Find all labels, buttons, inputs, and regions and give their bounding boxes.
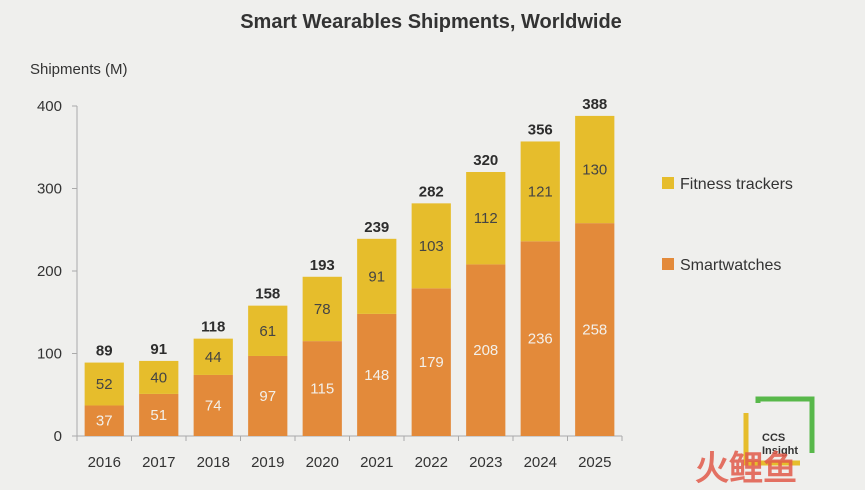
- legend: Fitness trackers Smartwatches: [662, 176, 793, 274]
- x-tick-label: 2021: [360, 454, 393, 471]
- x-tick-label: 2025: [578, 454, 611, 471]
- data-label-fitness-trackers: 121: [528, 183, 553, 200]
- data-label-fitness-trackers: 61: [259, 323, 276, 340]
- bar-fitness-trackers: [466, 172, 506, 265]
- x-tick-label: 2018: [197, 454, 230, 471]
- data-label-fitness-trackers: 103: [419, 238, 444, 255]
- bar-fitness-trackers: [411, 203, 451, 289]
- y-axis-label: Shipments (M): [30, 61, 128, 78]
- bar-fitness-trackers: [302, 276, 342, 342]
- bar-smartwatches: [84, 405, 124, 436]
- data-label-smartwatches: 258: [582, 322, 607, 339]
- data-label-total: 388: [582, 96, 607, 113]
- chart-title: Smart Wearables Shipments, Worldwide: [240, 11, 622, 33]
- data-label-total: 193: [310, 257, 335, 274]
- data-label-total: 118: [201, 319, 225, 336]
- data-label-smartwatches: 97: [259, 388, 276, 405]
- data-label-total: 320: [473, 152, 498, 169]
- legend-swatch-smartwatches: [662, 258, 674, 270]
- x-tick-label: 2017: [142, 454, 175, 471]
- data-label-smartwatches: 115: [310, 381, 334, 398]
- watermark-text: 火鲤鱼: [695, 450, 797, 488]
- data-label-smartwatches: 74: [205, 397, 222, 414]
- y-tick-label: 0: [54, 428, 62, 445]
- ccs-insight-logo: CCS Insight: [743, 396, 815, 466]
- logo-green-bracket: [755, 396, 815, 453]
- data-label-fitness-trackers: 91: [368, 268, 385, 285]
- bar-fitness-trackers: [575, 115, 615, 224]
- x-tick-label: 2023: [469, 454, 502, 471]
- y-axis-ticks: 0 100 200 300 400: [37, 98, 77, 445]
- data-label-fitness-trackers: 44: [205, 349, 222, 366]
- data-label-smartwatches: 179: [419, 354, 444, 371]
- bar-fitness-trackers: [84, 362, 124, 406]
- data-label-total: 282: [419, 183, 444, 200]
- data-label-fitness-trackers: 78: [314, 301, 331, 318]
- x-tick-label: 2016: [88, 454, 121, 471]
- legend-item-smartwatches: Smartwatches: [662, 257, 781, 274]
- bar-fitness-trackers: [139, 360, 179, 394]
- y-tick-label: 200: [37, 263, 62, 280]
- data-label-fitness-trackers: 40: [150, 369, 167, 386]
- x-tick-label: 2024: [524, 454, 557, 471]
- data-label-smartwatches: 236: [528, 331, 553, 348]
- x-tick-label: 2020: [306, 454, 339, 471]
- bar-fitness-trackers: [357, 238, 397, 314]
- bar-smartwatches: [248, 355, 288, 436]
- y-tick-label: 100: [37, 346, 62, 363]
- bar-smartwatches: [520, 241, 560, 436]
- bar-smartwatches: [302, 341, 342, 436]
- x-axis-ticks: 2016 2017 2018 2019 2020 2021 2022 2023 2024 2025: [76, 436, 623, 471]
- x-tick-label: 2019: [251, 454, 284, 471]
- bar-fitness-trackers: [248, 305, 288, 356]
- data-label-total: 158: [255, 286, 280, 303]
- bar-fitness-trackers: [193, 338, 233, 375]
- bar-smartwatches: [193, 374, 233, 436]
- bar-smartwatches: [575, 223, 615, 436]
- legend-label-smartwatches: Smartwatches: [680, 257, 781, 274]
- y-tick-label: 400: [37, 98, 62, 115]
- logo-yellow-bracket: [743, 413, 800, 466]
- data-label-smartwatches: 208: [473, 342, 498, 359]
- legend-label-fitness: Fitness trackers: [680, 176, 793, 193]
- logo-text-insight: Insight: [762, 445, 798, 457]
- data-label-fitness-trackers: 130: [582, 162, 607, 179]
- bar-smartwatches: [357, 313, 397, 436]
- data-label-total: 356: [528, 121, 553, 138]
- bar-smartwatches: [411, 288, 451, 436]
- legend-item-fitness: Fitness trackers: [662, 176, 793, 193]
- data-label-fitness-trackers: 52: [96, 376, 113, 393]
- data-label-total: 239: [364, 219, 389, 236]
- data-label-total: 89: [96, 343, 113, 360]
- bar-fitness-trackers: [520, 141, 560, 242]
- bars: 37 52 89 51 40 91 74 44 118 97 61 158 115 78 193 148 91 2…: [84, 96, 615, 436]
- data-label-smartwatches: 37: [96, 413, 113, 430]
- data-label-total: 91: [150, 341, 167, 358]
- data-label-smartwatches: 51: [150, 407, 167, 424]
- data-label-smartwatches: 148: [364, 367, 389, 384]
- bar-smartwatches: [139, 393, 179, 436]
- logo-text-ccs: CCS: [762, 432, 785, 444]
- data-label-fitness-trackers: 112: [474, 210, 498, 227]
- bar-smartwatches: [466, 264, 506, 436]
- legend-swatch-fitness: [662, 177, 674, 189]
- x-tick-label: 2022: [415, 454, 448, 471]
- y-tick-label: 300: [37, 181, 62, 198]
